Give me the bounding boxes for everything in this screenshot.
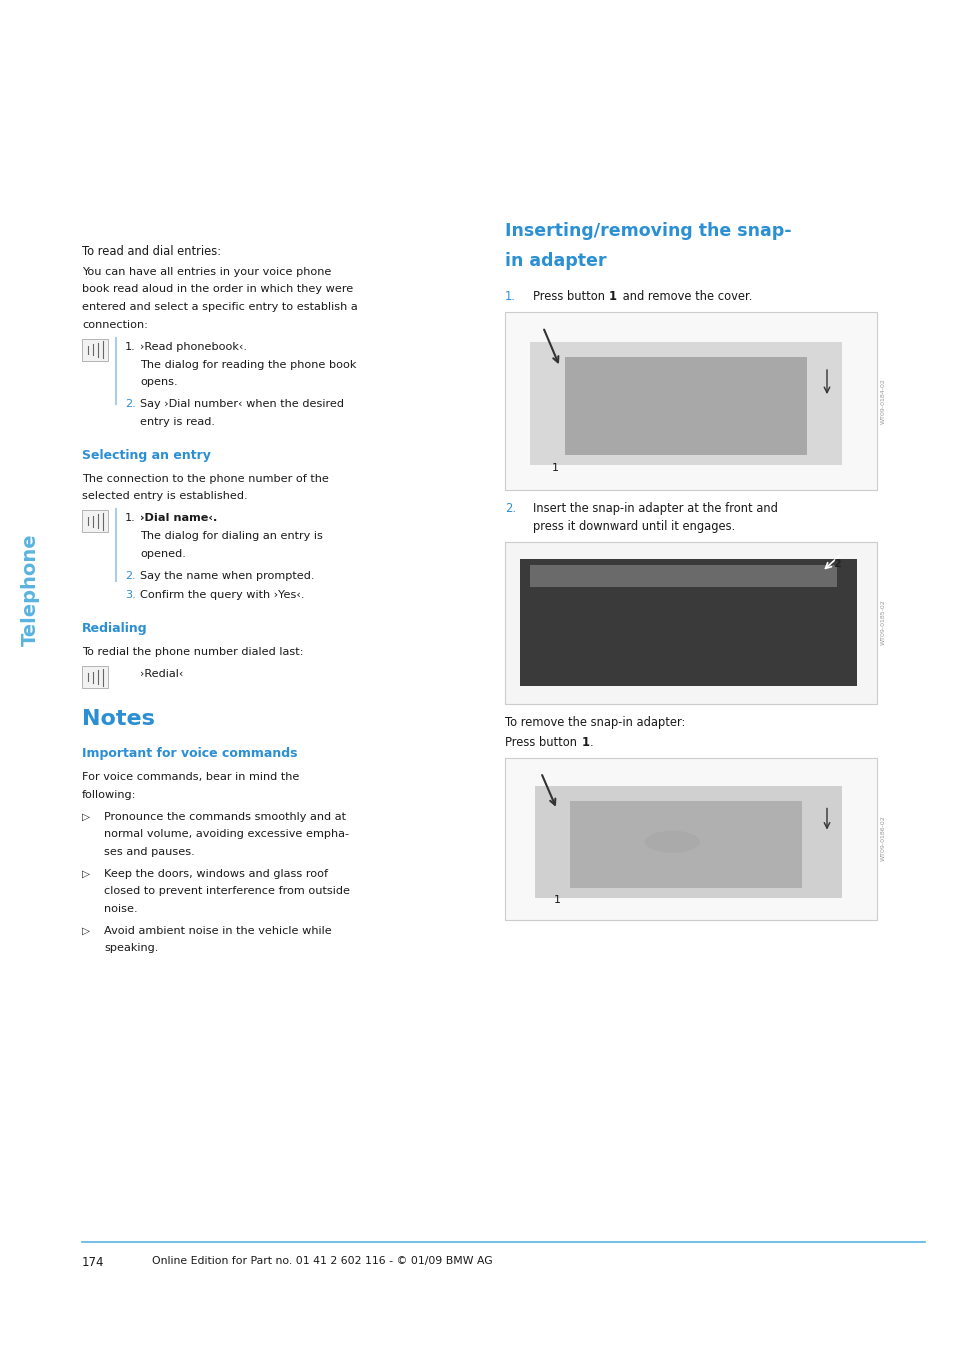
Text: Pronounce the commands smoothly and at: Pronounce the commands smoothly and at: [104, 811, 346, 822]
Text: .: .: [589, 736, 593, 748]
Bar: [82, 339, 108, 360]
Bar: [530, 564, 836, 586]
Text: connection:: connection:: [82, 320, 148, 329]
Text: in adapter: in adapter: [504, 252, 606, 270]
Text: opened.: opened.: [140, 548, 186, 559]
Text: 2.: 2.: [125, 571, 135, 580]
Text: To redial the phone number dialed last:: To redial the phone number dialed last:: [82, 647, 303, 657]
Text: The connection to the phone number of the: The connection to the phone number of th…: [82, 474, 329, 483]
Bar: [535, 786, 841, 898]
Text: ›Dial name‹.: ›Dial name‹.: [140, 513, 217, 522]
Text: Notes: Notes: [82, 709, 154, 729]
Text: following:: following:: [82, 790, 136, 799]
Bar: [519, 559, 856, 686]
Text: WT09-0185-02: WT09-0185-02: [880, 599, 885, 645]
Text: noise.: noise.: [104, 903, 137, 914]
Text: To remove the snap-in adapter:: To remove the snap-in adapter:: [504, 716, 684, 729]
Text: ▷: ▷: [82, 811, 90, 822]
Text: To read and dial entries:: To read and dial entries:: [82, 244, 221, 258]
Text: The dialog for reading the phone book: The dialog for reading the phone book: [140, 359, 356, 370]
Text: opens.: opens.: [140, 377, 177, 387]
Ellipse shape: [644, 830, 700, 853]
Text: speaking.: speaking.: [104, 944, 158, 953]
Text: normal volume, avoiding excessive empha-: normal volume, avoiding excessive empha-: [104, 829, 349, 838]
Text: press it downward until it engages.: press it downward until it engages.: [533, 520, 735, 532]
Text: ›Read phonebook‹.: ›Read phonebook‹.: [140, 342, 247, 351]
Text: 1.: 1.: [504, 290, 516, 302]
Text: ses and pauses.: ses and pauses.: [104, 846, 194, 856]
Text: Online Edition for Part no. 01 41 2 602 116 - © 01/09 BMW AG: Online Edition for Part no. 01 41 2 602 …: [152, 1256, 492, 1266]
Bar: [569, 801, 801, 887]
Text: WT09-0186-02: WT09-0186-02: [880, 815, 885, 861]
Text: 1.: 1.: [125, 342, 135, 351]
Text: 3.: 3.: [125, 590, 135, 599]
Bar: [504, 541, 876, 703]
Bar: [564, 356, 806, 455]
Text: selected entry is established.: selected entry is established.: [82, 491, 248, 501]
Text: 2.: 2.: [504, 502, 516, 514]
Text: You can have all entries in your voice phone: You can have all entries in your voice p…: [82, 267, 331, 277]
Bar: [504, 312, 876, 490]
Text: 1: 1: [553, 895, 560, 905]
Text: Press button: Press button: [504, 736, 580, 748]
Text: and remove the cover.: and remove the cover.: [618, 290, 752, 302]
Text: closed to prevent interference from outside: closed to prevent interference from outs…: [104, 886, 350, 896]
Text: Selecting an entry: Selecting an entry: [82, 448, 211, 462]
Bar: [530, 342, 841, 464]
Text: WT09-0184-02: WT09-0184-02: [880, 378, 885, 424]
Text: 174: 174: [82, 1256, 105, 1269]
Bar: [504, 757, 876, 919]
Text: Inserting/removing the snap-: Inserting/removing the snap-: [504, 221, 791, 240]
Text: entry is read.: entry is read.: [140, 417, 214, 427]
Text: ▷: ▷: [82, 868, 90, 879]
Text: Avoid ambient noise in the vehicle while: Avoid ambient noise in the vehicle while: [104, 926, 332, 936]
Text: ▷: ▷: [82, 926, 90, 936]
Text: 1: 1: [581, 736, 589, 748]
Text: Confirm the query with ›Yes‹.: Confirm the query with ›Yes‹.: [140, 590, 304, 599]
Bar: [82, 510, 108, 532]
Text: 1: 1: [608, 290, 617, 302]
Text: Press button: Press button: [533, 290, 608, 302]
Text: entered and select a specific entry to establish a: entered and select a specific entry to e…: [82, 302, 357, 312]
Text: Telephone: Telephone: [20, 533, 39, 647]
Bar: [82, 666, 108, 688]
Text: The dialog for dialing an entry is: The dialog for dialing an entry is: [140, 531, 322, 541]
Text: ›Redial‹: ›Redial‹: [140, 670, 183, 679]
Text: For voice commands, bear in mind the: For voice commands, bear in mind the: [82, 772, 299, 782]
Text: 1.: 1.: [125, 513, 135, 522]
Text: Insert the snap-in adapter at the front and: Insert the snap-in adapter at the front …: [533, 502, 777, 514]
Text: Important for voice commands: Important for voice commands: [82, 747, 297, 760]
Text: Say ›Dial number‹ when the desired: Say ›Dial number‹ when the desired: [140, 400, 344, 409]
Text: book read aloud in the order in which they were: book read aloud in the order in which th…: [82, 285, 353, 294]
Text: Say the name when prompted.: Say the name when prompted.: [140, 571, 314, 580]
Text: Keep the doors, windows and glass roof: Keep the doors, windows and glass roof: [104, 868, 328, 879]
Text: 2.: 2.: [125, 400, 135, 409]
Text: Redialing: Redialing: [82, 622, 148, 634]
Text: 2: 2: [832, 559, 840, 568]
Text: 1: 1: [551, 463, 558, 472]
